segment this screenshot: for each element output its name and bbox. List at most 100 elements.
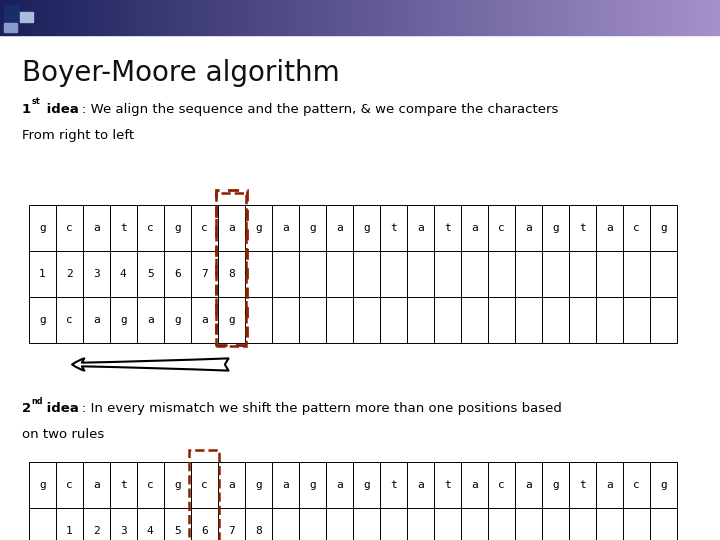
Bar xyxy=(192,0,194,35)
Bar xyxy=(542,0,545,35)
Bar xyxy=(247,0,250,35)
Bar xyxy=(24,0,27,35)
Bar xyxy=(60,0,63,35)
Bar xyxy=(191,462,217,508)
Bar xyxy=(56,251,83,297)
Bar xyxy=(299,508,325,540)
Bar xyxy=(348,0,351,35)
Bar xyxy=(459,0,461,35)
Bar xyxy=(415,0,418,35)
Bar xyxy=(271,0,274,35)
Text: a: a xyxy=(228,223,235,233)
Bar xyxy=(218,0,221,35)
Bar xyxy=(137,251,164,297)
Bar xyxy=(271,462,299,508)
Text: a: a xyxy=(525,480,531,490)
Bar xyxy=(217,462,245,508)
Bar xyxy=(689,0,691,35)
Bar xyxy=(576,0,578,35)
Bar xyxy=(590,0,593,35)
Bar xyxy=(461,0,463,35)
Text: a: a xyxy=(606,223,613,233)
Text: a: a xyxy=(471,223,477,233)
Bar xyxy=(372,0,374,35)
Bar xyxy=(646,0,648,35)
Bar xyxy=(290,0,293,35)
Bar xyxy=(487,0,490,35)
Bar xyxy=(264,0,266,35)
Bar xyxy=(19,0,22,35)
Text: 4: 4 xyxy=(120,269,127,279)
Bar xyxy=(166,0,168,35)
Bar xyxy=(432,0,434,35)
Bar xyxy=(398,0,401,35)
Bar xyxy=(72,0,74,35)
Text: c: c xyxy=(498,223,505,233)
Bar xyxy=(670,0,672,35)
Bar xyxy=(446,0,449,35)
Bar xyxy=(41,0,43,35)
Bar xyxy=(108,0,110,35)
Bar xyxy=(137,508,164,540)
Bar xyxy=(596,205,623,251)
Bar xyxy=(269,0,271,35)
Bar xyxy=(662,0,665,35)
Bar xyxy=(84,0,86,35)
Bar xyxy=(538,0,540,35)
Text: t: t xyxy=(444,480,451,490)
Bar xyxy=(696,0,698,35)
Bar xyxy=(675,0,677,35)
Text: c: c xyxy=(201,480,207,490)
Bar xyxy=(387,0,389,35)
Bar xyxy=(117,0,120,35)
Text: From right to left: From right to left xyxy=(22,129,134,141)
Bar xyxy=(362,0,365,35)
Bar xyxy=(324,0,326,35)
Bar xyxy=(718,0,720,35)
Bar xyxy=(355,0,358,35)
Bar xyxy=(569,205,596,251)
Bar xyxy=(115,0,117,35)
Text: c: c xyxy=(201,223,207,233)
Bar xyxy=(106,0,108,35)
Bar xyxy=(322,0,324,35)
Bar xyxy=(293,0,295,35)
Bar xyxy=(135,0,137,35)
Bar xyxy=(382,0,384,35)
Bar xyxy=(271,297,299,343)
Bar xyxy=(302,0,305,35)
Text: 8: 8 xyxy=(228,269,235,279)
Bar xyxy=(9,0,12,35)
Bar xyxy=(351,0,353,35)
Bar xyxy=(578,0,581,35)
Bar xyxy=(473,0,475,35)
Bar xyxy=(557,0,559,35)
Bar xyxy=(214,0,216,35)
Bar xyxy=(423,0,425,35)
Bar xyxy=(209,0,211,35)
Bar xyxy=(151,0,153,35)
Bar xyxy=(299,251,325,297)
Text: a: a xyxy=(471,480,477,490)
Bar xyxy=(245,508,271,540)
Bar xyxy=(89,0,91,35)
Bar xyxy=(233,0,235,35)
Bar xyxy=(83,251,109,297)
Bar xyxy=(182,0,185,35)
Bar xyxy=(466,0,468,35)
Bar xyxy=(433,205,461,251)
Bar xyxy=(535,0,538,35)
Bar xyxy=(391,0,394,35)
Bar xyxy=(583,0,585,35)
Bar xyxy=(540,0,542,35)
Bar xyxy=(156,0,158,35)
Bar xyxy=(515,251,541,297)
Bar xyxy=(631,0,634,35)
Bar xyxy=(96,0,99,35)
Bar xyxy=(598,0,600,35)
Bar xyxy=(139,0,142,35)
Bar xyxy=(245,297,271,343)
Text: a: a xyxy=(417,223,423,233)
Bar xyxy=(4,5,19,22)
Bar xyxy=(706,0,708,35)
